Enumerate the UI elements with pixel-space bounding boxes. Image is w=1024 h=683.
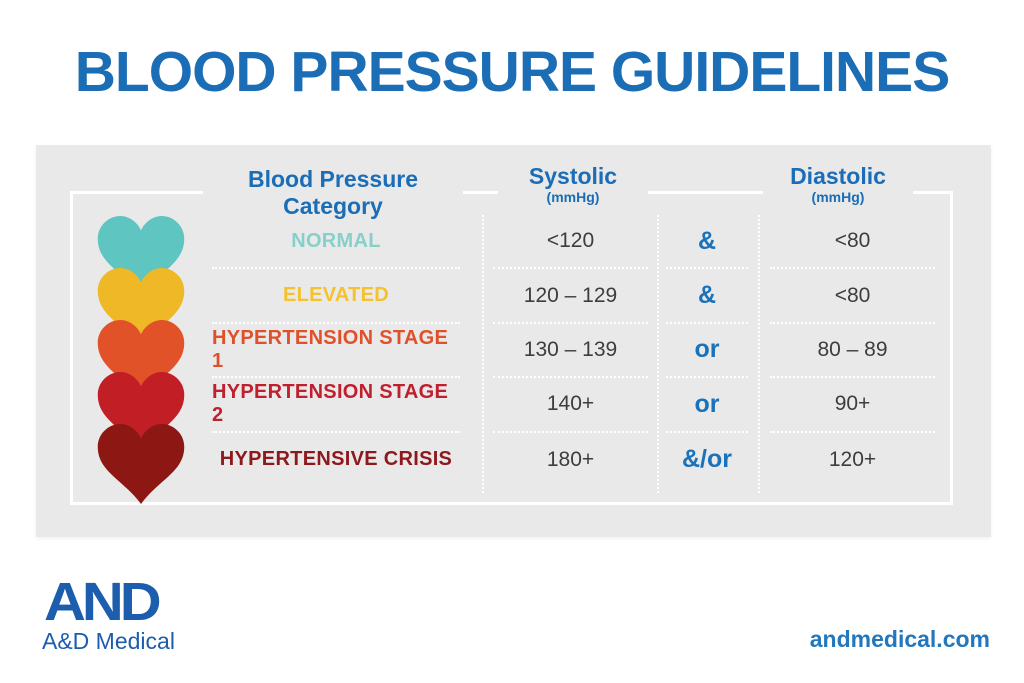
column-divider: [482, 215, 484, 493]
connector-label: &: [666, 215, 748, 270]
diastolic-value: 90+: [770, 378, 935, 433]
heart-icon: [97, 424, 185, 504]
category-label: NORMAL: [212, 215, 460, 270]
category-label: HYPERTENSION STAGE 2: [212, 378, 460, 433]
category-label: HYPERTENSION STAGE 1: [212, 324, 460, 379]
connector-label: &: [666, 269, 748, 324]
diastolic-value: 120+: [828, 447, 877, 471]
header-diastolic-unit: (mmHg): [811, 189, 865, 205]
header-category: Blood Pressure Category: [203, 166, 463, 220]
header-diastolic: Diastolic (mmHg): [763, 163, 913, 205]
header-systolic-label: Systolic: [528, 163, 618, 189]
systolic-value: 140+: [493, 378, 648, 433]
systolic-value: 130 – 139: [493, 324, 648, 379]
logo-caption: A&D Medical: [42, 628, 175, 654]
diastolic-value: <80: [770, 215, 935, 270]
and-logo: AND: [44, 572, 162, 633]
connector-label: or: [666, 324, 748, 379]
systolic-value: 120 – 129: [493, 269, 648, 324]
diastolic-value: <80: [770, 269, 935, 324]
category-label: HYPERTENSIVE CRISIS: [219, 448, 453, 471]
website-url: andmedical.com: [809, 626, 990, 652]
connector-label: &/or: [682, 445, 732, 474]
heart-icon: [97, 372, 185, 452]
systolic-value: <120: [493, 215, 648, 270]
guidelines-panel: Blood Pressure Category Systolic (mmHg) …: [36, 145, 991, 537]
diastolic-value: 80 – 89: [770, 324, 935, 379]
header-diastolic-label: Diastolic: [790, 163, 886, 189]
header-systolic: Systolic (mmHg): [498, 163, 648, 205]
column-divider: [657, 215, 659, 493]
guidelines-table: NORMAL <120 & <80 ELEVATED 120 – 129 & <…: [212, 215, 935, 487]
systolic-value: 180+: [546, 447, 595, 471]
header-systolic-unit: (mmHg): [546, 189, 600, 205]
category-label: ELEVATED: [212, 269, 460, 324]
heart-icon: [97, 216, 185, 296]
page-title: BLOOD PRESSURE GUIDELINES: [74, 40, 950, 104]
column-divider: [758, 215, 760, 493]
heart-icon: [97, 320, 185, 400]
connector-label: or: [666, 378, 748, 433]
heart-icon: [97, 268, 185, 348]
